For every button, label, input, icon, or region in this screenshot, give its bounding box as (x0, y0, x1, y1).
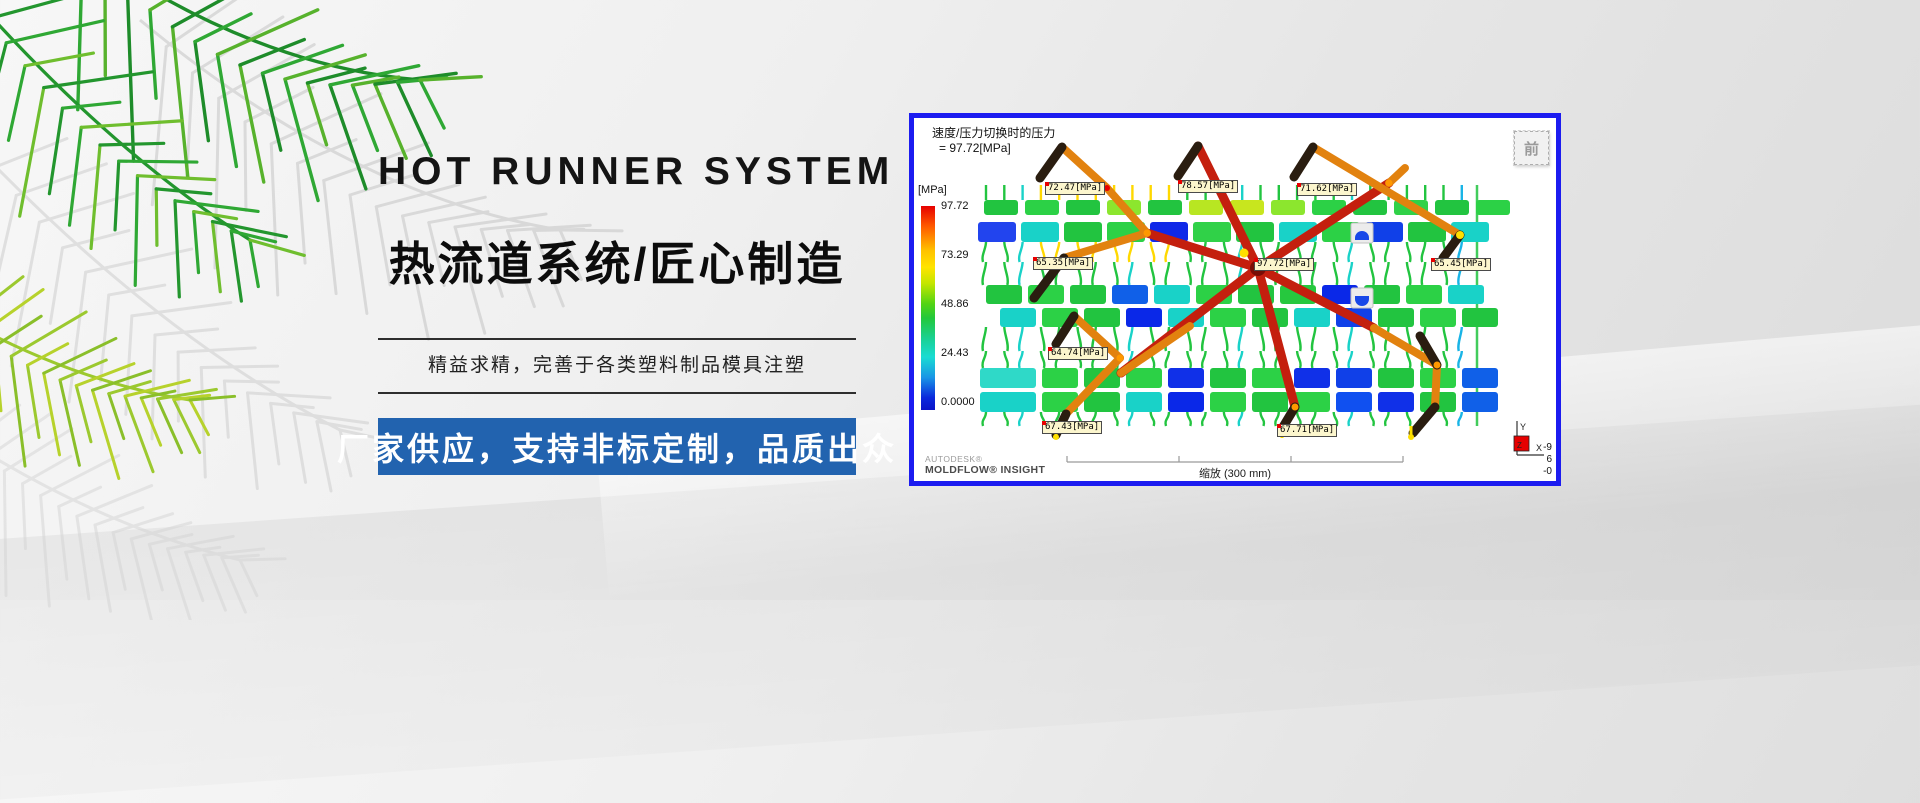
palm-frond (0, 0, 304, 301)
hero-subtitle: 精益求精，完善于各类塑料制品模具注塑 (378, 350, 856, 377)
hero-title-en: HOT RUNNER SYSTEM (378, 150, 856, 194)
hero-text-block: HOT RUNNER SYSTEM 热流道系统/匠心制造 精益求精，完善于各类塑… (378, 0, 856, 600)
pressure-callout-max: 97.72[MPa] (1254, 258, 1314, 271)
axis-number: -9 (1543, 442, 1552, 453)
legend-tick-label: 24.43 (941, 347, 969, 359)
result-title-line1: 速度/压力切换时的压力 (932, 126, 1055, 141)
autodesk-logo: AUTODESK® (925, 454, 982, 464)
moldflow-simulation-image: Y X Z 速度/压力切换时的压力 = 97.72[MPa] [MPa] 97.… (909, 113, 1561, 486)
view-cube-front-button[interactable]: 前 (1514, 131, 1549, 165)
pressure-callout: 65.35[MPa] (1033, 257, 1093, 270)
pressure-callout: 71.62[MPa] (1297, 183, 1357, 196)
pressure-callout: 67.71[MPa] (1277, 424, 1337, 437)
palm-frond (0, 271, 235, 479)
pressure-callout: 64.74[MPa] (1048, 347, 1108, 360)
legend-tick-label: 48.86 (941, 298, 969, 310)
pressure-callout: 78.57[MPa] (1178, 180, 1238, 193)
pressure-callout: 65.45[MPa] (1431, 258, 1491, 271)
hero-title-zh: 热流道系统/匠心制造 (378, 228, 856, 294)
legend-tick-label: 0.0000 (941, 396, 975, 408)
legend-gradient-bar (921, 206, 935, 410)
result-title-line2: = 97.72[MPa] (932, 141, 1055, 156)
moldflow-plot: Y X Z (914, 118, 1556, 481)
palm-frond-shadow (0, 405, 285, 620)
svg-text:Z: Z (1517, 441, 1522, 450)
axis-number: -0 (1543, 466, 1552, 477)
runner-drops (983, 185, 1462, 426)
palm-frond-shadow (0, 139, 395, 491)
axis-triad: Y X Z (1514, 421, 1544, 455)
svg-text:X: X (1536, 443, 1542, 453)
pressure-callout: 72.47[MPa] (1045, 182, 1105, 195)
divider-line-top (378, 338, 856, 340)
divider-line-bottom (378, 392, 856, 394)
result-title: 速度/压力切换时的压力 = 97.72[MPa] (932, 126, 1055, 156)
axis-number: 6 (1546, 454, 1552, 465)
svg-text:Y: Y (1520, 422, 1526, 432)
moldflow-insight-logo: MOLDFLOW® INSIGHT (925, 464, 1045, 476)
pressure-callout: 67.43[MPa] (1042, 421, 1102, 434)
legend-unit-label: [MPa] (918, 184, 947, 196)
hot-runner-banner: { "hero": { "title_en": "HOT RUNNER SYST… (0, 0, 1920, 600)
legend-tick-label: 73.29 (941, 249, 969, 261)
scale-ruler (1067, 456, 1403, 462)
hero-banner-ribbon: 厂家供应，支持非标定制，品质出众 (378, 418, 856, 475)
scale-bar-label: 缩放 (300 mm) (1067, 465, 1403, 481)
legend-tick-label: 97.72 (941, 200, 969, 212)
